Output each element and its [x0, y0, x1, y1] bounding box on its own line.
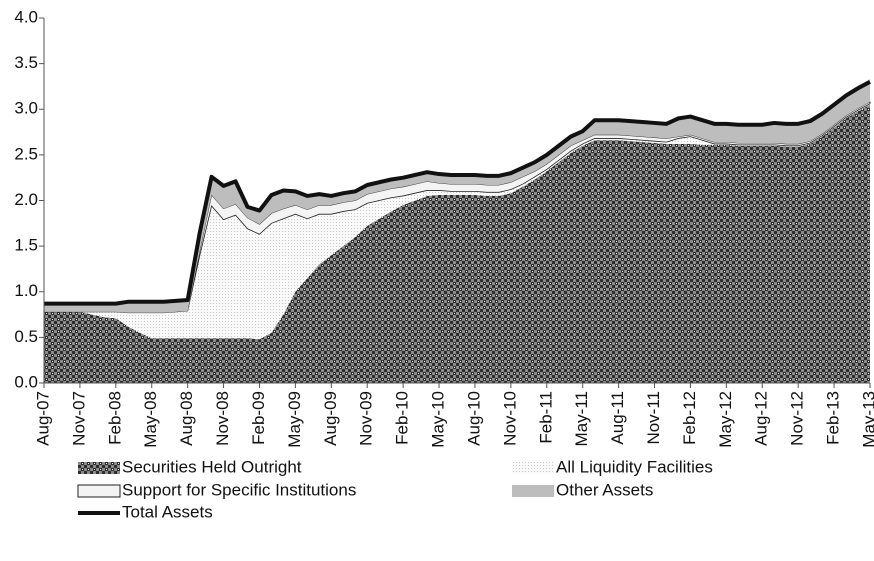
- legend-swatch: [512, 485, 554, 497]
- x-tick-label: Aug-08: [177, 391, 196, 446]
- x-tick-label: Nov-11: [644, 391, 663, 445]
- area: [44, 79, 870, 313]
- y-tick-label: 2.5: [14, 144, 38, 163]
- legend-label: Total Assets: [122, 502, 213, 521]
- areas: [44, 79, 871, 383]
- y-tick-label: 4.0: [14, 7, 38, 26]
- x-tick-label: May-08: [141, 391, 160, 448]
- x-tick-label: Nov-12: [788, 391, 807, 446]
- total-line: [44, 80, 871, 306]
- legend-swatch: [77, 484, 121, 498]
- x-tick-label: May-11: [572, 391, 591, 446]
- x-tick-label: Aug-12: [752, 391, 771, 446]
- x-tick-label: Nov-08: [213, 391, 232, 446]
- x-tick-label: May-10: [429, 391, 448, 448]
- x-tick-label: Nov-10: [500, 391, 519, 446]
- x-tick-label: May-09: [285, 391, 304, 448]
- y-tick-label: 0.5: [14, 327, 38, 346]
- legend-label: Securities Held Outright: [122, 457, 302, 476]
- y-tick-label: 1.0: [14, 281, 38, 300]
- y-tick-label: 1.5: [14, 236, 38, 255]
- legend-swatch: [78, 462, 120, 474]
- x-tick-label: Aug-11: [608, 391, 627, 445]
- legend-label: Support for Specific Institutions: [122, 480, 356, 499]
- x-tick-label: Feb-13: [824, 391, 843, 445]
- x-tick-label: Feb-09: [249, 391, 268, 445]
- x-tick-label: May-13: [859, 391, 874, 448]
- x-tick-label: Feb-11: [536, 391, 555, 444]
- x-tick-label: Nov-07: [69, 391, 88, 446]
- x-tick-label: Nov-09: [357, 391, 376, 446]
- x-tick-label: Feb-08: [105, 391, 124, 445]
- x-tick-label: Aug-07: [33, 391, 52, 446]
- legend-swatch: [512, 462, 554, 474]
- x-tick-label: Feb-12: [680, 391, 699, 445]
- legend-label: All Liquidity Facilities: [556, 457, 713, 476]
- area: [44, 104, 870, 383]
- x-tick-label: Aug-09: [321, 391, 340, 446]
- y-tick-label: 3.0: [14, 99, 38, 118]
- y-tick-label: 3.5: [14, 53, 38, 72]
- x-tick-label: Aug-10: [464, 391, 483, 446]
- y-tick-label: 0.0: [14, 372, 38, 391]
- x-tick-label: May-12: [716, 391, 735, 448]
- legend-label: Other Assets: [556, 480, 653, 499]
- area: [44, 103, 870, 340]
- x-tick-label: Feb-10: [393, 391, 412, 445]
- y-tick-label: 2.0: [14, 190, 38, 209]
